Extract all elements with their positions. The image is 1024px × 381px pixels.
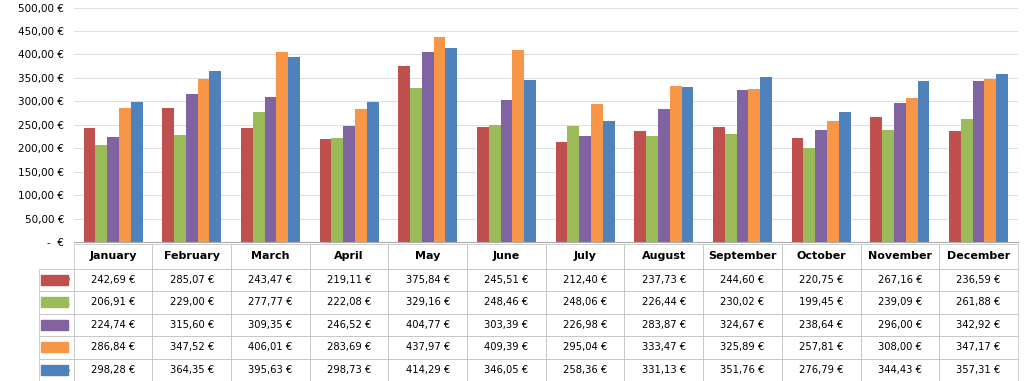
Bar	[760, 77, 772, 242]
Bar	[119, 107, 131, 242]
Bar	[422, 52, 434, 242]
Bar	[815, 130, 827, 242]
Bar	[670, 86, 682, 242]
Bar	[961, 119, 973, 242]
Bar	[276, 52, 288, 242]
Bar	[725, 134, 736, 242]
Bar	[804, 149, 815, 242]
Bar	[973, 81, 984, 242]
Bar	[108, 137, 119, 242]
Bar	[749, 89, 760, 242]
Bar	[894, 103, 906, 242]
Bar	[646, 136, 657, 242]
Bar	[488, 125, 501, 242]
Bar	[870, 117, 882, 242]
Bar	[398, 66, 410, 242]
Bar	[332, 138, 343, 242]
Bar	[524, 80, 536, 242]
Bar	[792, 138, 804, 242]
Bar	[580, 136, 591, 242]
Bar	[713, 127, 725, 242]
Bar	[949, 131, 961, 242]
Bar	[84, 128, 95, 242]
Bar	[512, 50, 524, 242]
Bar	[603, 121, 614, 242]
Bar	[839, 112, 851, 242]
Bar	[131, 102, 142, 242]
Bar	[984, 79, 996, 242]
Bar	[501, 100, 512, 242]
Bar	[174, 134, 185, 242]
Bar	[95, 145, 108, 242]
Bar	[343, 126, 355, 242]
Bar	[567, 126, 580, 242]
Bar	[253, 112, 264, 242]
Bar	[319, 139, 332, 242]
Bar	[185, 94, 198, 242]
Bar	[556, 142, 567, 242]
Bar	[827, 121, 839, 242]
Bar	[634, 131, 646, 242]
Bar	[264, 97, 276, 242]
Bar	[445, 48, 458, 242]
Bar	[410, 88, 422, 242]
Bar	[736, 90, 749, 242]
Bar	[367, 102, 379, 242]
Bar	[882, 130, 894, 242]
Bar	[996, 75, 1008, 242]
Bar	[241, 128, 253, 242]
Bar	[906, 98, 918, 242]
Bar	[477, 127, 488, 242]
Bar	[657, 109, 670, 242]
Bar	[198, 79, 210, 242]
Bar	[591, 104, 603, 242]
Bar	[682, 87, 693, 242]
Bar	[210, 71, 221, 242]
Bar	[288, 56, 300, 242]
Bar	[434, 37, 445, 242]
Bar	[162, 108, 174, 242]
Bar	[918, 80, 930, 242]
Bar	[355, 109, 367, 242]
